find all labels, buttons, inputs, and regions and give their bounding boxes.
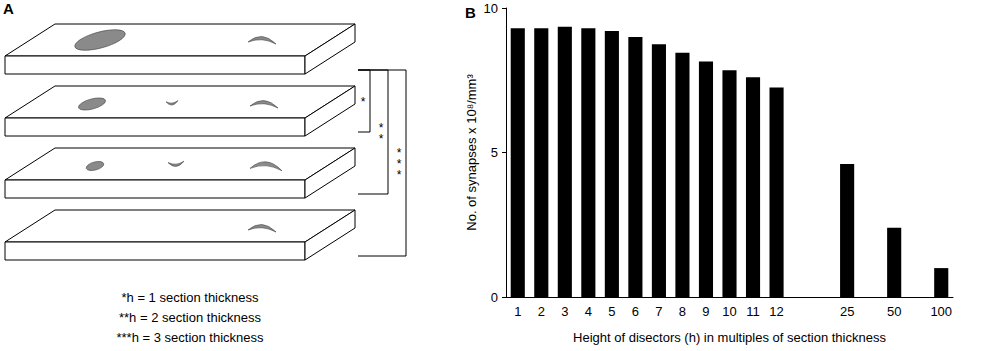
svg-text:1: 1 [514,304,521,319]
svg-text:*: * [379,132,384,146]
svg-text:*h = 1 section thickness: *h = 1 section thickness [122,290,259,305]
svg-text:10: 10 [484,1,498,16]
svg-text:5: 5 [491,145,498,160]
svg-text:4: 4 [585,304,592,319]
svg-text:*: * [361,95,366,109]
svg-text:B: B [465,4,476,21]
svg-text:3: 3 [561,304,568,319]
svg-text:6: 6 [632,304,639,319]
svg-text:9: 9 [702,304,709,319]
svg-text:11: 11 [746,304,760,319]
svg-text:2: 2 [538,304,545,319]
svg-text:***h = 3 section thickness: ***h = 3 section thickness [116,330,264,345]
svg-text:12: 12 [769,304,783,319]
svg-text:7: 7 [655,304,662,319]
svg-text:*: * [397,168,402,182]
svg-text:5: 5 [608,304,615,319]
svg-text:8: 8 [679,304,686,319]
svg-text:100: 100 [930,304,952,319]
svg-text:No. of synapses x 10⁸/mm³: No. of synapses x 10⁸/mm³ [464,74,479,231]
svg-text:**h = 2 section thickness: **h = 2 section thickness [119,310,261,325]
svg-text:10: 10 [722,304,736,319]
svg-text:0: 0 [491,290,498,305]
svg-text:25: 25 [840,304,854,319]
svg-text:Height of disectors (h) in mul: Height of disectors (h) in multiples of … [573,330,886,345]
svg-text:50: 50 [887,304,901,319]
svg-text:A: A [3,0,14,17]
